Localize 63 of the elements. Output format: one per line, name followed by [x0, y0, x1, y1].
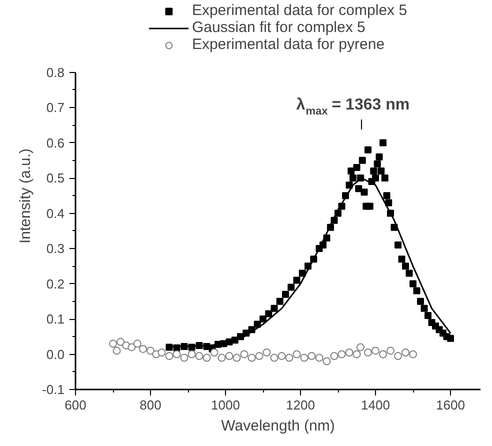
- point: [322, 357, 331, 366]
- point: [165, 352, 174, 360]
- point: [300, 354, 308, 362]
- point: [109, 340, 117, 348]
- y-axis-title: Intensity (a.u.): [17, 148, 34, 244]
- point: [372, 346, 380, 355]
- point: [315, 354, 324, 362]
- point: [409, 350, 417, 358]
- point: [356, 343, 364, 352]
- y-tick-label: 0.7: [46, 100, 65, 116]
- point: [330, 352, 338, 360]
- x-tick-label: 1400: [361, 398, 390, 412]
- y-tick-label: -0.1: [42, 382, 65, 397]
- legend-label: Experimental data for complex 5: [192, 2, 408, 19]
- y-tick-label: 0.4: [46, 206, 65, 221]
- point: [112, 346, 121, 355]
- y-tick-label: 0.3: [46, 241, 65, 256]
- point: [338, 350, 346, 358]
- point: [195, 352, 204, 360]
- point: [218, 354, 226, 362]
- point: [262, 348, 271, 356]
- point: [364, 348, 372, 356]
- point: [285, 354, 294, 362]
- y-tick-label: 0.5: [46, 170, 65, 186]
- point: [292, 350, 301, 358]
- x-tick-label: 800: [140, 398, 162, 412]
- legend-label: Gaussian fit for complex 5: [192, 19, 366, 36]
- y-tick-label: 0.8: [46, 64, 65, 80]
- point: [270, 354, 278, 362]
- x-tick-label: 1200: [286, 398, 315, 412]
- point: [133, 340, 142, 348]
- point: [278, 352, 286, 360]
- point: [379, 350, 387, 358]
- point: [202, 354, 211, 362]
- point: [386, 346, 394, 355]
- x-axis-title: Wavelength (nm): [221, 418, 335, 434]
- point: [352, 350, 361, 358]
- point: [210, 348, 218, 356]
- y-tick-label: 0.0: [46, 346, 65, 362]
- point: [188, 350, 196, 358]
- point: [240, 350, 248, 358]
- y-tick-label: 0.2: [46, 276, 65, 292]
- y-tick-label: 0.1: [46, 312, 65, 327]
- x-tick-label: 1600: [436, 398, 465, 412]
- point: [394, 352, 402, 360]
- point: [232, 354, 241, 362]
- point: [128, 343, 136, 352]
- point: [225, 352, 234, 360]
- point: [146, 346, 154, 355]
- point: [255, 352, 264, 360]
- point: [402, 348, 410, 356]
- point: [172, 350, 181, 358]
- point: [139, 344, 147, 353]
- point: [308, 352, 316, 360]
- point: [248, 354, 256, 362]
- x-tick-label: 600: [64, 398, 86, 412]
- point: [158, 348, 166, 356]
- point: [180, 354, 188, 362]
- point: [116, 338, 124, 346]
- x-tick-label: 1000: [211, 398, 240, 412]
- point: [345, 348, 354, 356]
- y-tick-label: 0.6: [46, 135, 65, 150]
- legend-label: Experimental data for pyrene: [192, 36, 385, 53]
